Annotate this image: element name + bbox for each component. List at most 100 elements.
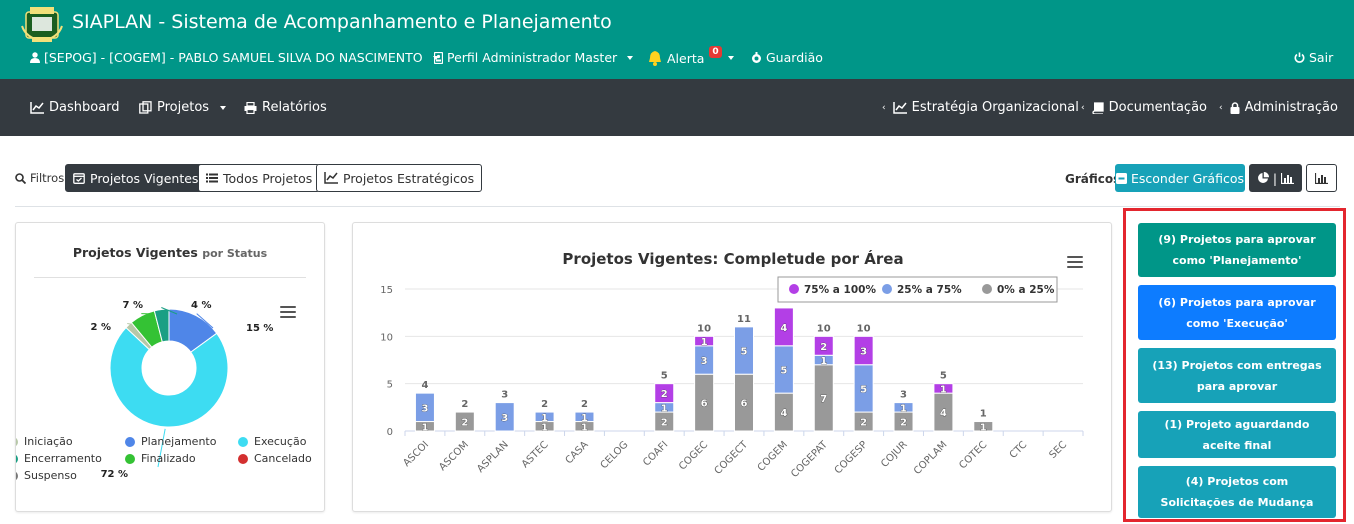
- bar-data-label: 7: [820, 394, 827, 405]
- pie-data-label: 7 %: [123, 300, 143, 311]
- nav-dashboard[interactable]: Dashboard: [30, 100, 120, 115]
- x-tick-label: COGEC: [677, 439, 710, 472]
- approve-planning-button[interactable]: (9) Projetos para aprovar como 'Planejam…: [1138, 223, 1336, 277]
- bar-segment[interactable]: [853, 335, 874, 366]
- pie-chart-menu-icon[interactable]: [280, 306, 296, 318]
- nav-projects[interactable]: Projetos: [139, 100, 227, 115]
- bar-segment[interactable]: [534, 411, 555, 423]
- bar-segment[interactable]: [574, 411, 595, 423]
- y-tick-label: 10: [380, 332, 393, 343]
- bar-data-label: 3: [421, 403, 428, 414]
- legend-dot: [16, 436, 18, 447]
- bar-legend-dot[interactable]: [982, 284, 992, 294]
- nav-docs[interactable]: ‹ Documentação: [1081, 100, 1207, 115]
- filters-label: Filtros:: [30, 171, 69, 185]
- chevron-left-icon: ‹: [1081, 102, 1085, 113]
- pie-slice-encerramento[interactable]: [153, 308, 170, 343]
- bar-chart-menu-icon[interactable]: [1067, 256, 1083, 268]
- bar-segment[interactable]: [414, 392, 435, 423]
- approve-planning-label: (9) Projetos para aprovar como 'Planejam…: [1158, 233, 1316, 267]
- pie-legend-item[interactable]: Finalizado: [125, 452, 196, 465]
- pie-legend-item[interactable]: Execução: [238, 435, 306, 448]
- pie-legend-item[interactable]: Iniciação: [16, 435, 73, 448]
- nav-dashboard-label: Dashboard: [49, 100, 120, 115]
- bar-segment[interactable]: [694, 335, 715, 347]
- user-label: [SEPOG] - [COGEM] - PABLO SAMUEL SILVA D…: [44, 50, 423, 65]
- pie-data-label: 2 %: [91, 322, 111, 333]
- pie-legend-item[interactable]: Cancelado: [238, 452, 312, 465]
- alert-menu[interactable]: Alerta 0: [647, 46, 734, 66]
- pie-legend-item[interactable]: Suspenso: [16, 469, 77, 482]
- list-icon: [206, 173, 218, 183]
- bar-segment[interactable]: [773, 307, 794, 347]
- bar-segment[interactable]: [494, 402, 515, 432]
- nav-reports[interactable]: Relatórios: [244, 100, 327, 115]
- pie-legend-item[interactable]: Planejamento: [125, 435, 216, 448]
- lock-icon: [1230, 101, 1240, 114]
- bar-segment[interactable]: [734, 326, 754, 375]
- final-acceptance-button[interactable]: (1) Projeto aguardando aceite final: [1138, 411, 1336, 458]
- charts-label: Gráficos:: [1065, 172, 1126, 186]
- pie-legend-item[interactable]: Encerramento: [16, 452, 102, 465]
- nav-admin[interactable]: ‹ Administração: [1219, 100, 1338, 115]
- nav-projects-label: Projetos: [157, 100, 210, 115]
- filter-current-projects-button[interactable]: Projetos Vigentes: [65, 164, 207, 192]
- bar-data-label: 1: [541, 422, 548, 433]
- final-acceptance-label: (1) Projeto aguardando aceite final: [1164, 417, 1310, 452]
- legend-label: Planejamento: [141, 435, 217, 448]
- profile-menu[interactable]: Perfil Administrador Master: [434, 50, 634, 65]
- bar-legend-label[interactable]: 75% a 100%: [804, 284, 876, 296]
- bar-segment[interactable]: [973, 421, 994, 432]
- bar-data-label: 5: [860, 384, 867, 395]
- pie-slice-execução[interactable]: [109, 326, 229, 428]
- bar-data-label: 4: [940, 408, 947, 419]
- bar-segment[interactable]: [654, 383, 675, 404]
- bar-legend-dot[interactable]: [789, 284, 799, 294]
- bar-legend-label[interactable]: 25% a 75%: [897, 284, 962, 296]
- x-tick-label: CELOG: [599, 439, 631, 471]
- bar-legend-dot[interactable]: [882, 284, 892, 294]
- user-menu[interactable]: [SEPOG] - [COGEM] - PABLO SAMUEL SILVA D…: [30, 50, 439, 65]
- filter-strategic-projects-button[interactable]: Projetos Estratégicos: [316, 164, 483, 192]
- chevron-down-icon: [432, 55, 439, 60]
- x-tick-label: SEC: [1048, 439, 1070, 461]
- x-tick-label: CTC: [1008, 439, 1030, 461]
- bar-total-label: 5: [940, 371, 947, 382]
- bar-data-label: 2: [900, 418, 907, 429]
- bar-segment[interactable]: [813, 335, 834, 356]
- approve-execution-button[interactable]: (6) Projetos para aprovar como 'Execução…: [1138, 285, 1336, 340]
- bar-segment[interactable]: [454, 411, 475, 432]
- bar-total-label: 10: [697, 323, 711, 334]
- hide-charts-button[interactable]: Esconder Gráficos: [1115, 164, 1245, 192]
- chart-type-pie-bar-button[interactable]: |: [1249, 164, 1302, 192]
- x-tick-label: COGEPAT: [789, 439, 830, 480]
- hide-charts-label: Esconder Gráficos: [1131, 170, 1244, 186]
- bar-segment[interactable]: [893, 402, 914, 413]
- bar-data-label: 6: [741, 399, 748, 410]
- user-icon: [30, 52, 40, 63]
- filter-all-projects-button[interactable]: Todos Projetos: [198, 164, 321, 192]
- change-requests-button[interactable]: (4) Projetos com Solicitações de Mudança: [1138, 466, 1336, 518]
- pie-connector: [157, 428, 166, 468]
- bar-total-label: 10: [817, 323, 831, 334]
- nav-strategy[interactable]: ‹ Estratégia Organizacional: [882, 100, 1079, 115]
- filters-toolbar: Filtros: Projetos Vigentes Todos Projeto…: [0, 164, 1354, 192]
- bar-legend-label[interactable]: 0% a 25%: [997, 284, 1055, 296]
- legend-dot: [238, 453, 248, 464]
- highlight-frame: [1123, 208, 1346, 522]
- logout-link[interactable]: Sair: [1294, 50, 1333, 65]
- approve-deliveries-button[interactable]: (13) Projetos com entregas para aprovar: [1138, 348, 1336, 403]
- guardian-link[interactable]: Guardião: [751, 50, 823, 65]
- bar-total-label: 4: [421, 380, 428, 391]
- filter-all-projects-label: Todos Projetos: [223, 170, 313, 186]
- bar-data-label: 1: [581, 422, 588, 433]
- app-title: SIAPLAN - Sistema de Acompanhamento e Pl…: [72, 11, 612, 33]
- bar-segment[interactable]: [933, 383, 954, 394]
- bar-chart-icon: [1315, 172, 1328, 184]
- chart-type-bar-button[interactable]: [1306, 164, 1337, 192]
- search-icon: [15, 172, 26, 184]
- x-tick-label: ASCOI: [401, 439, 431, 469]
- legend-dot: [16, 470, 18, 481]
- bar-total-label: 2: [541, 399, 548, 410]
- y-tick-label: 15: [380, 285, 393, 296]
